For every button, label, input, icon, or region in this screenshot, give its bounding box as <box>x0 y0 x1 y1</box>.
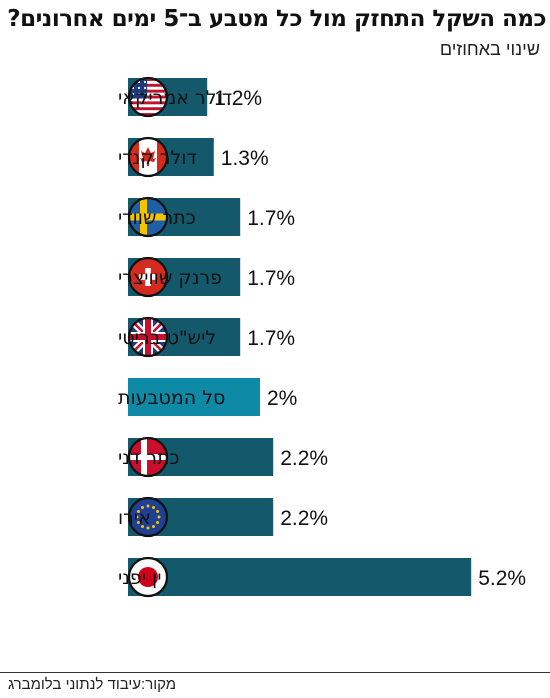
category-label: ין יפני <box>118 567 161 589</box>
bar-row: 5.2% ין יפני <box>118 556 526 598</box>
value-label: 2.2% <box>280 447 328 470</box>
footer-divider <box>0 672 550 673</box>
category-label: דולר אמריקאי <box>118 87 232 109</box>
value-label: 5.2% <box>478 567 526 590</box>
bar-row: 2% סל המטבעות <box>118 378 297 416</box>
category-label: כתר שוודי <box>118 207 196 229</box>
value-label: 2% <box>267 387 297 410</box>
eu-flag-icon <box>127 496 169 538</box>
chart-title: כמה השקל התחזק מול כל מטבע ב־5 ימים אחרו… <box>7 6 546 32</box>
category-label: אירו <box>118 507 151 529</box>
bar-row: 1.7% כתר שוודי <box>118 196 295 238</box>
value-label: 2.2% <box>280 507 328 530</box>
category-label: פרנק שוויצרי <box>118 267 222 289</box>
japan-flag-icon <box>127 556 169 598</box>
value-label: 1.2% <box>214 87 262 110</box>
bar-row: 2.2% כתר דני <box>118 436 328 478</box>
source-note: מקור:עיבוד לנתוני בלומברג <box>8 676 177 693</box>
chart-subtitle: שינוי באחוזים <box>439 39 540 59</box>
bar-row: 2.2% אירו <box>118 496 328 538</box>
category-label: סל המטבעות <box>118 387 225 409</box>
bar <box>128 378 260 416</box>
bar-chart: 1.2%דולר אמריקאי 1.3% דולר קנדי 1.7% כתר שוו… <box>118 76 526 598</box>
bar <box>128 558 472 596</box>
value-label: 1.7% <box>247 207 295 230</box>
value-label: 1.7% <box>247 267 295 290</box>
bar-row: 1.3% דולר קנדי <box>118 136 269 178</box>
denmark-flag-icon <box>127 436 169 478</box>
bar-row: 1.7% פרנק שוויצרי <box>118 256 295 298</box>
category-label: ליש"ט בריטי <box>118 327 216 349</box>
switzerland-flag-icon <box>127 256 169 298</box>
sweden-flag-icon <box>127 196 169 238</box>
bar-row: 1.7% ליש"ט בריטי <box>118 316 295 358</box>
us-flag-icon <box>127 76 169 118</box>
bar-row: 1.2%דולר אמריקאי <box>118 76 262 118</box>
category-label: כתר דני <box>118 447 180 469</box>
category-label: דולר קנדי <box>118 147 197 169</box>
value-label: 1.3% <box>221 147 269 170</box>
canada-flag-icon <box>127 136 169 178</box>
uk-flag-icon <box>127 316 169 358</box>
value-label: 1.7% <box>247 327 295 350</box>
